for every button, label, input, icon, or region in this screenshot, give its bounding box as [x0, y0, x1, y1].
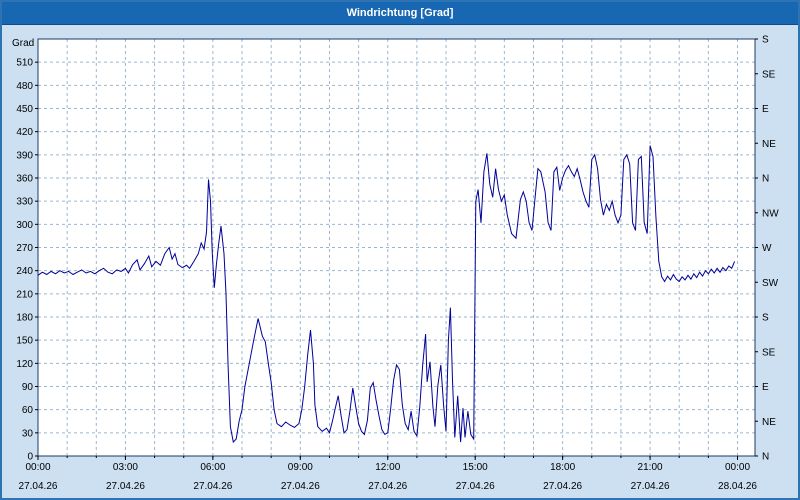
- chart-svg: 0 30 60 90 120 150 180 210 240 270 300 330 360 390 420…: [12, 35, 779, 493]
- svg-text:N: N: [762, 452, 769, 463]
- svg-text:27.04.26: 27.04.26: [193, 481, 232, 492]
- svg-text:06:00: 06:00: [200, 462, 225, 473]
- svg-text:27.04.26: 27.04.26: [456, 481, 495, 492]
- svg-text:510: 510: [16, 58, 33, 69]
- svg-text:NE: NE: [762, 139, 776, 150]
- svg-text:SW: SW: [762, 278, 779, 289]
- svg-text:Grad: Grad: [12, 38, 34, 49]
- svg-text:E: E: [762, 104, 769, 115]
- svg-text:270: 270: [16, 243, 33, 254]
- svg-text:SE: SE: [762, 69, 776, 80]
- svg-text:21:00: 21:00: [638, 462, 663, 473]
- window-titlebar: Windrichtung [Grad]: [2, 2, 798, 25]
- svg-text:180: 180: [16, 313, 33, 324]
- svg-text:150: 150: [16, 336, 33, 347]
- svg-text:00:00: 00:00: [25, 462, 50, 473]
- svg-text:S: S: [762, 313, 769, 324]
- svg-text:360: 360: [16, 174, 33, 185]
- svg-text:W: W: [762, 243, 772, 254]
- svg-text:00:00: 00:00: [725, 462, 750, 473]
- svg-text:390: 390: [16, 150, 33, 161]
- svg-text:NE: NE: [762, 417, 776, 428]
- svg-text:0: 0: [27, 452, 33, 463]
- svg-text:210: 210: [16, 289, 33, 300]
- svg-text:SE: SE: [762, 347, 776, 358]
- svg-text:27.04.26: 27.04.26: [368, 481, 407, 492]
- svg-text:27.04.26: 27.04.26: [543, 481, 582, 492]
- svg-text:27.04.26: 27.04.26: [106, 481, 145, 492]
- svg-text:30: 30: [22, 428, 34, 439]
- svg-text:E: E: [762, 382, 769, 393]
- svg-text:09:00: 09:00: [288, 462, 313, 473]
- svg-text:450: 450: [16, 104, 33, 115]
- svg-text:27.04.26: 27.04.26: [281, 481, 320, 492]
- svg-text:12:00: 12:00: [375, 462, 400, 473]
- svg-text:240: 240: [16, 266, 33, 277]
- svg-text:300: 300: [16, 220, 33, 231]
- svg-text:120: 120: [16, 359, 33, 370]
- svg-text:420: 420: [16, 127, 33, 138]
- window-title: Windrichtung [Grad]: [346, 7, 454, 19]
- svg-text:NW: NW: [762, 208, 779, 219]
- svg-text:480: 480: [16, 81, 33, 92]
- svg-text:N: N: [762, 174, 769, 185]
- svg-text:27.04.26: 27.04.26: [19, 481, 58, 492]
- svg-text:90: 90: [22, 382, 34, 393]
- svg-text:03:00: 03:00: [113, 462, 138, 473]
- svg-text:18:00: 18:00: [550, 462, 575, 473]
- svg-text:330: 330: [16, 197, 33, 208]
- svg-text:S: S: [762, 35, 769, 46]
- svg-text:15:00: 15:00: [463, 462, 488, 473]
- svg-text:60: 60: [22, 405, 34, 416]
- svg-text:27.04.26: 27.04.26: [631, 481, 670, 492]
- svg-text:28.04.26: 28.04.26: [718, 481, 757, 492]
